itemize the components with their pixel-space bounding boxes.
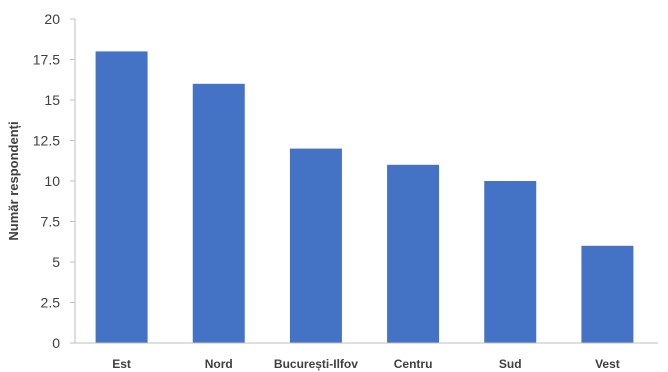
bar-sud: [484, 181, 537, 343]
bar-nord: [192, 83, 245, 344]
y-axis-ticks: 0 2.5 5 7.5 10 12.5 15 17.5 20: [33, 11, 75, 351]
y-tick-label: 0: [52, 335, 60, 351]
y-tick-label: 15: [44, 92, 60, 108]
x-tick-label: București-Ilfov: [274, 357, 358, 371]
x-axis-labels: Est Nord București-Ilfov Centru Sud Vest: [112, 357, 620, 371]
y-tick-label: 2.5: [41, 295, 61, 311]
x-tick-label: Centru: [394, 357, 433, 371]
y-tick-label: 5: [52, 254, 60, 270]
y-axis-title: Număr respondenți: [6, 121, 21, 240]
y-tick-label: 12.5: [33, 133, 60, 149]
bar-bucurești-ilfov: [289, 148, 342, 343]
y-tick-label: 17.5: [33, 52, 60, 68]
bar-vest: [581, 245, 634, 343]
x-tick-label: Est: [112, 357, 131, 371]
bar-centru: [387, 164, 440, 343]
x-tick-label: Sud: [499, 357, 522, 371]
y-tick-label: 7.5: [41, 214, 61, 230]
y-tick-label: 10: [44, 173, 60, 189]
y-tick-label: 20: [44, 11, 60, 27]
x-tick-label: Nord: [205, 357, 233, 371]
bar-est: [95, 51, 148, 344]
bars: [95, 51, 634, 344]
x-tick-label: Vest: [595, 357, 620, 371]
